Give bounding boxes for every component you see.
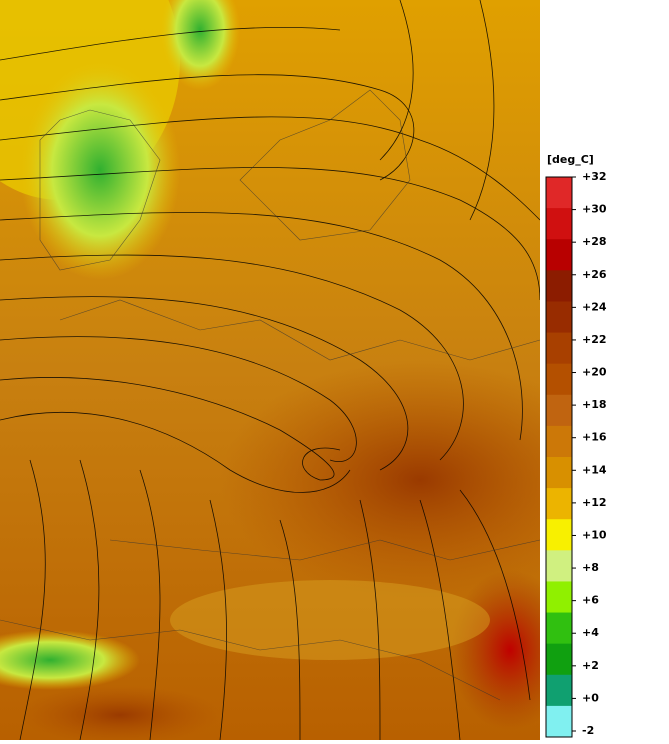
color-bin bbox=[546, 581, 572, 614]
tick-label: +6 bbox=[582, 594, 599, 607]
tick-label: +10 bbox=[582, 528, 607, 541]
color-bin bbox=[546, 457, 572, 489]
colorbar: +32 +30 +28 +26 +24 +22 +20 +18 +16 +14 +12 +10 +8 +6… bbox=[545, 170, 607, 738]
tick-label: +8 bbox=[582, 561, 599, 574]
color-bin bbox=[546, 394, 572, 427]
color-bin bbox=[546, 239, 572, 271]
tick-label: +18 bbox=[582, 398, 607, 411]
tick-label: +4 bbox=[582, 626, 599, 639]
color-bin bbox=[546, 550, 572, 582]
legend-unit: [deg_C] bbox=[547, 153, 594, 166]
tick-label: +30 bbox=[582, 203, 607, 216]
color-bin bbox=[546, 270, 572, 302]
tick-label: +2 bbox=[582, 659, 599, 672]
tick-label: +22 bbox=[582, 333, 607, 346]
tick-label: +24 bbox=[582, 300, 607, 313]
colorbar-frame bbox=[545, 176, 573, 738]
color-bin bbox=[546, 332, 572, 365]
color-bin bbox=[546, 177, 572, 209]
map bbox=[0, 0, 620, 744]
tick-label: +28 bbox=[582, 235, 607, 248]
color-bin bbox=[546, 363, 572, 396]
color-bin bbox=[546, 425, 572, 458]
color-bin bbox=[546, 674, 572, 707]
tick-label: +12 bbox=[582, 496, 607, 509]
color-bin bbox=[546, 488, 572, 520]
color-bin bbox=[546, 301, 572, 334]
tick-label: +32 bbox=[582, 170, 607, 183]
tick-label: +16 bbox=[582, 431, 607, 444]
tick-label: +14 bbox=[582, 463, 607, 476]
color-bin bbox=[546, 705, 572, 738]
color-bin bbox=[546, 612, 572, 645]
tick-label: +20 bbox=[582, 366, 607, 379]
tick-label: +26 bbox=[582, 268, 607, 281]
color-bin bbox=[546, 643, 572, 676]
color-bin bbox=[546, 208, 572, 240]
tick-label: -2 bbox=[582, 724, 594, 737]
tick-label: +0 bbox=[582, 691, 599, 704]
color-bin bbox=[546, 519, 572, 551]
